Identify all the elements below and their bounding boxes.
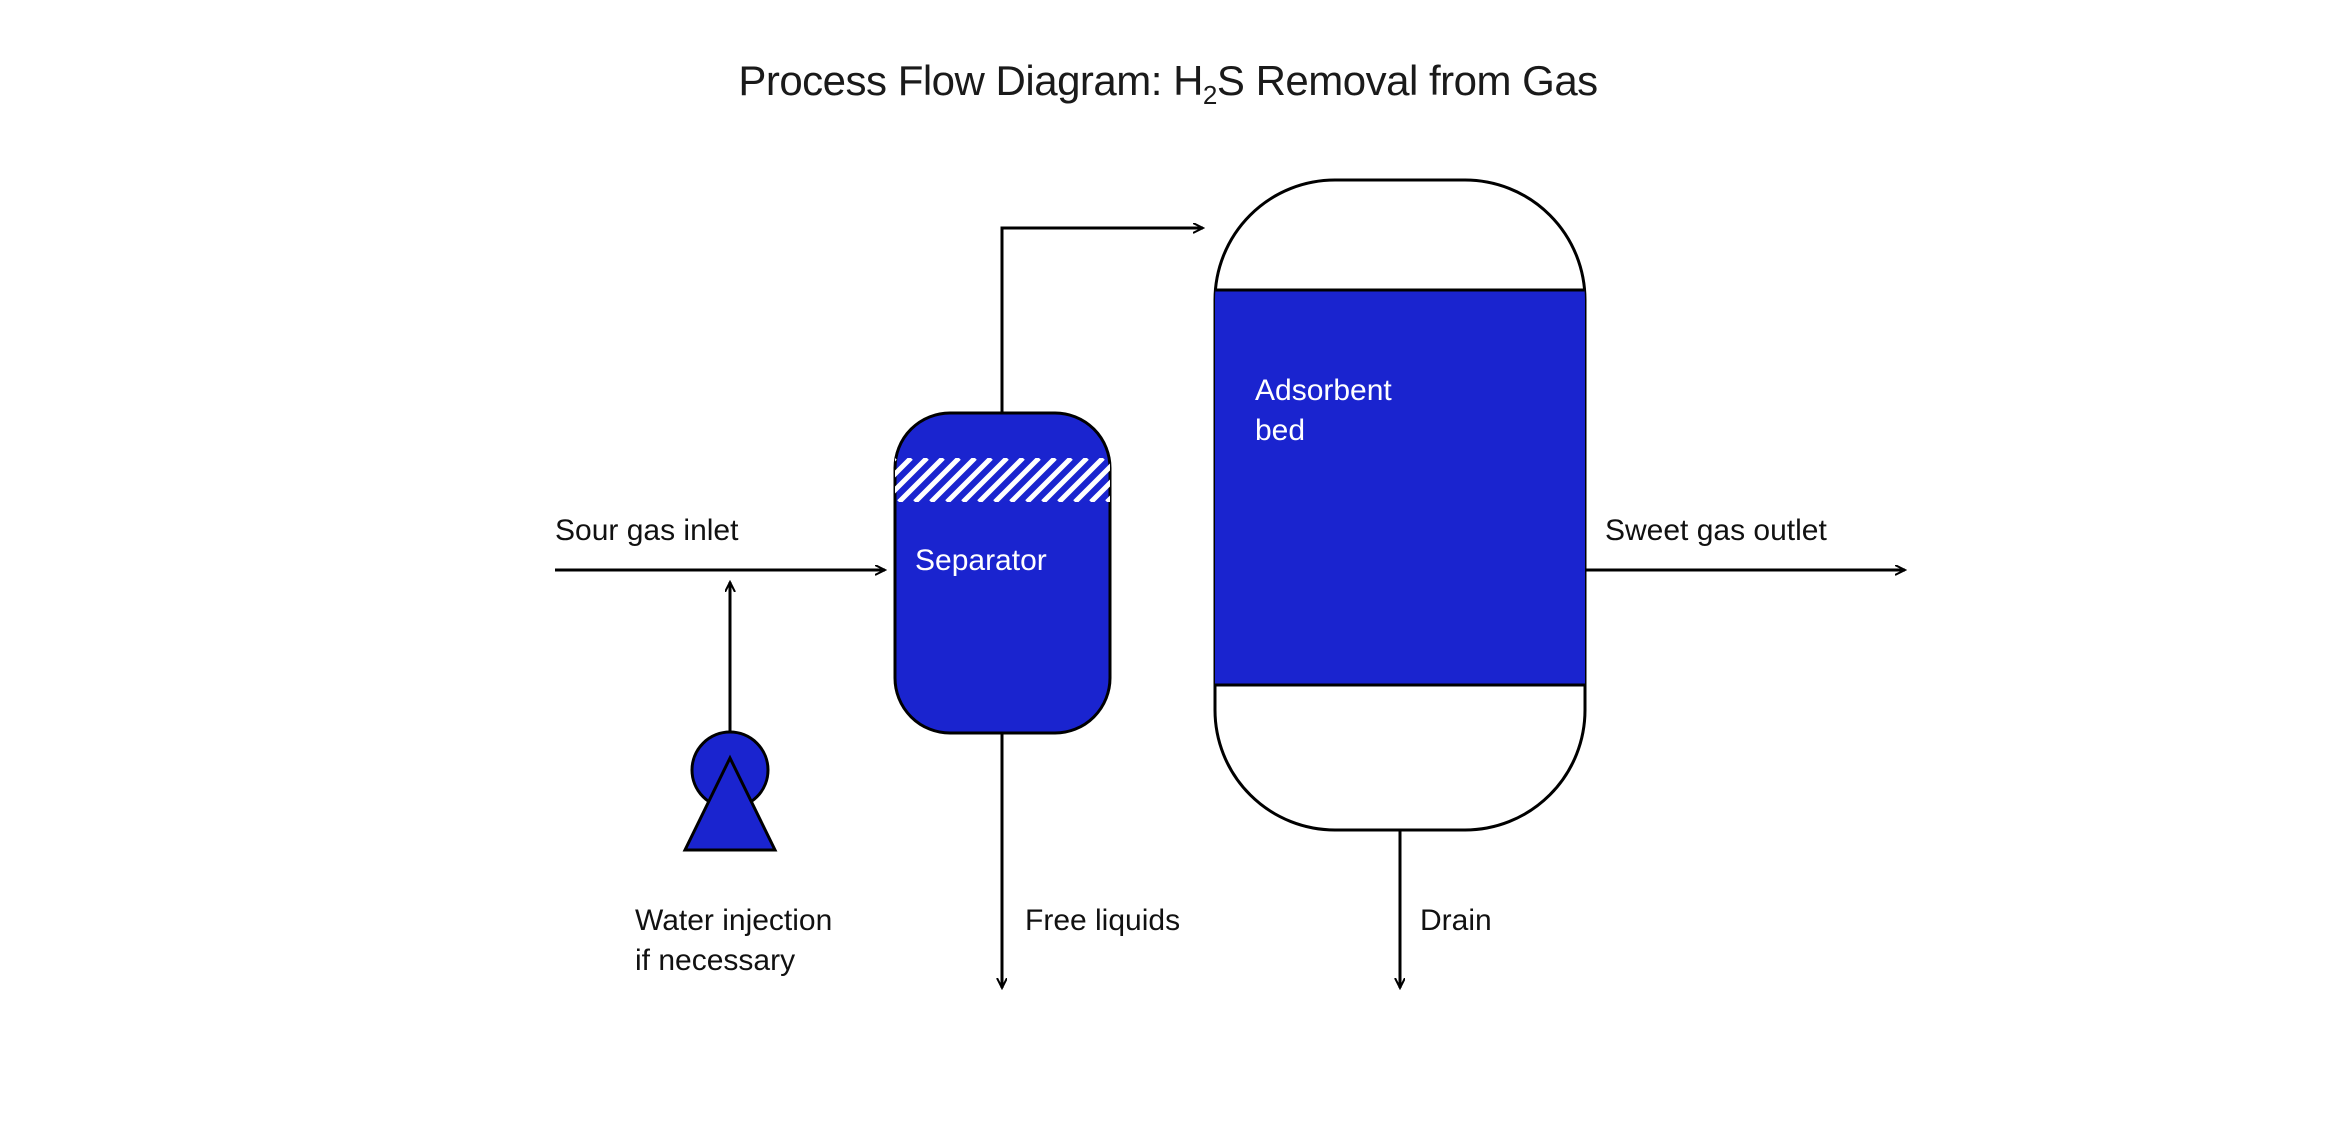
sour-gas-inlet-label: Sour gas inlet (555, 514, 739, 547)
pump-icon (685, 732, 775, 850)
separator-to-adsorber-arrow (1002, 228, 1203, 413)
separator-vessel: Separator (851, 413, 1183, 733)
adsorbent-bed-label-2: bed (1255, 414, 1305, 447)
drain-label: Drain (1420, 904, 1492, 937)
adsorbent-bed-label-1: Adsorbent (1255, 374, 1392, 407)
adsorber-vessel: Adsorbent bed (1215, 180, 1585, 830)
water-injection-label-1: Water injection (635, 904, 832, 937)
sweet-gas-outlet-label: Sweet gas outlet (1605, 514, 1827, 547)
separator-label: Separator (915, 544, 1047, 577)
water-injection-label-2: if necessary (635, 944, 795, 977)
free-liquids-label: Free liquids (1025, 904, 1180, 937)
page-title: Process Flow Diagram: H2S Removal from G… (738, 57, 1597, 110)
